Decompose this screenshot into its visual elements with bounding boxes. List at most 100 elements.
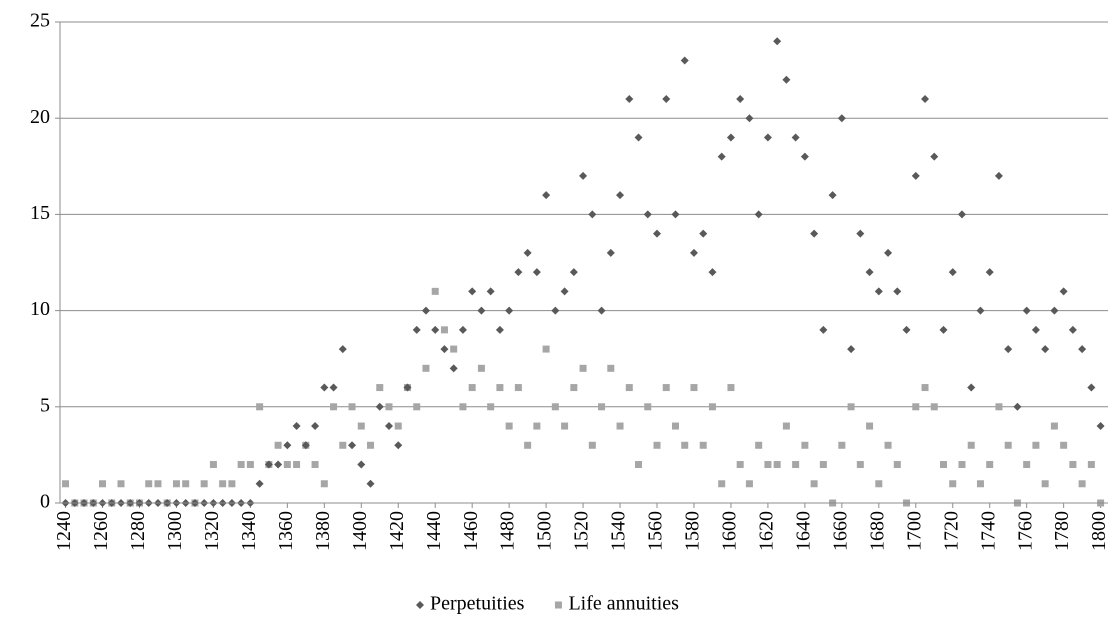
data-point (635, 461, 643, 469)
data-point (237, 461, 245, 469)
data-point (256, 403, 264, 411)
data-point (117, 480, 125, 488)
data-point (930, 403, 938, 411)
data-point (717, 152, 726, 161)
data-point (598, 403, 606, 411)
data-point (495, 325, 504, 334)
data-point (810, 480, 818, 488)
data-point (634, 133, 643, 142)
x-tick-label: 1240 (53, 511, 75, 551)
x-tick-label: 1660 (829, 511, 851, 551)
data-point (653, 229, 662, 238)
data-point (736, 94, 745, 103)
data-point (763, 133, 772, 142)
data-point (219, 480, 227, 488)
data-point (1059, 287, 1068, 296)
data-point (708, 403, 716, 411)
data-point (736, 461, 744, 469)
data-point (699, 229, 708, 238)
data-point (884, 441, 892, 449)
data-point (449, 364, 458, 373)
data-point (283, 441, 292, 450)
data-point (745, 114, 754, 123)
data-point (496, 384, 504, 392)
data-point (255, 479, 264, 488)
data-point (865, 268, 874, 277)
data-point (1069, 461, 1077, 469)
data-point (995, 403, 1003, 411)
x-tick-label: 1400 (349, 511, 371, 551)
data-point (366, 479, 375, 488)
data-point (330, 403, 338, 411)
data-point (616, 422, 624, 430)
data-point (847, 345, 856, 354)
data-point (718, 480, 726, 488)
data-point (662, 94, 671, 103)
data-point (893, 287, 902, 296)
x-tick-label: 1580 (682, 511, 704, 551)
data-point (62, 480, 70, 488)
data-point (505, 422, 513, 430)
x-tick-label: 1700 (903, 511, 925, 551)
data-point (293, 461, 301, 469)
data-point (866, 422, 874, 430)
legend-label: Perpetuities (430, 593, 525, 615)
data-point (301, 441, 310, 450)
data-point (394, 441, 403, 450)
data-point (1032, 441, 1040, 449)
data-point (939, 325, 948, 334)
data-point (274, 441, 282, 449)
data-point (99, 480, 107, 488)
data-point (431, 325, 440, 334)
data-point (791, 133, 800, 142)
data-point (921, 94, 930, 103)
data-point (320, 383, 329, 392)
data-point (1050, 422, 1058, 430)
data-point (754, 210, 763, 219)
data-point (579, 364, 587, 372)
x-tick-label: 1800 (1088, 511, 1110, 551)
data-point (985, 268, 994, 277)
data-point (1004, 441, 1012, 449)
data-point (1087, 461, 1095, 469)
data-point (986, 461, 994, 469)
data-point (828, 191, 837, 200)
data-point (1031, 325, 1040, 334)
x-tick-label: 1320 (201, 511, 223, 551)
data-point (1050, 306, 1059, 315)
data-point (801, 441, 809, 449)
data-point (976, 306, 985, 315)
data-point (957, 210, 966, 219)
data-point (292, 422, 301, 431)
data-point (320, 480, 328, 488)
x-tick-label: 1600 (719, 511, 741, 551)
data-point (819, 325, 828, 334)
data-point (422, 364, 430, 372)
data-point (616, 191, 625, 200)
data-point (1060, 441, 1068, 449)
y-tick-label: 0 (40, 491, 50, 513)
data-point (800, 152, 809, 161)
data-point (773, 461, 781, 469)
data-point (468, 287, 477, 296)
data-point (1078, 480, 1086, 488)
data-point (172, 480, 180, 488)
data-point (505, 306, 514, 315)
data-point (810, 229, 819, 238)
data-point (311, 461, 319, 469)
data-point (912, 403, 920, 411)
data-point (551, 403, 559, 411)
data-point (994, 171, 1003, 180)
data-point (514, 384, 522, 392)
x-tick-label: 1300 (164, 511, 186, 551)
data-point (875, 480, 883, 488)
data-point (487, 403, 495, 411)
data-point (653, 441, 661, 449)
x-tick-label: 1620 (756, 511, 778, 551)
data-point (773, 37, 782, 46)
data-point (450, 345, 458, 353)
data-point (403, 383, 412, 392)
data-point (440, 326, 448, 334)
x-tick-label: 1540 (608, 511, 630, 551)
